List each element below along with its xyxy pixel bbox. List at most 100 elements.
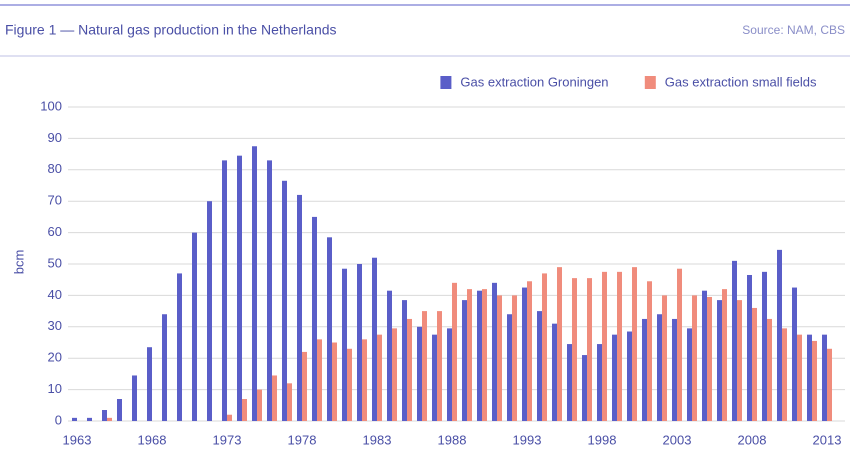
x-tick-label: 1998 <box>588 432 617 447</box>
y-tick-label: 10 <box>48 381 62 396</box>
bar <box>177 273 182 421</box>
y-tick-label: 90 <box>48 130 62 145</box>
bar <box>272 375 277 421</box>
bar <box>617 271 622 421</box>
x-tick-label: 1988 <box>438 432 467 447</box>
bar <box>227 414 232 421</box>
bar <box>477 290 482 421</box>
bar <box>507 314 512 421</box>
bar <box>812 340 817 421</box>
bar <box>132 375 137 421</box>
bar <box>552 323 557 421</box>
bar <box>257 389 262 421</box>
bar <box>347 348 352 421</box>
y-tick-label: 50 <box>48 255 62 270</box>
bar <box>572 278 577 421</box>
bar <box>747 274 752 421</box>
bar <box>267 160 272 421</box>
chart-title: Figure 1 — Natural gas production in the… <box>5 22 337 38</box>
x-tick-label: 1993 <box>513 432 542 447</box>
bar <box>722 289 727 421</box>
bar <box>377 334 382 421</box>
bar <box>147 347 152 421</box>
bar <box>762 271 767 421</box>
bar <box>807 334 812 421</box>
bar <box>677 268 682 421</box>
x-tick-label: 2013 <box>813 432 842 447</box>
bar <box>317 339 322 421</box>
y-axis-label: bcm <box>11 250 26 275</box>
bar <box>782 328 787 421</box>
bar <box>542 273 547 421</box>
bar <box>822 334 827 421</box>
bar <box>732 260 737 421</box>
bar <box>587 278 592 421</box>
bar <box>117 399 122 421</box>
bar <box>582 355 587 421</box>
bar <box>752 307 757 421</box>
bar <box>402 300 407 421</box>
bar <box>657 314 662 421</box>
bar <box>192 232 197 421</box>
bar <box>462 300 467 421</box>
bar <box>327 237 332 421</box>
x-tick-label: 1973 <box>213 432 242 447</box>
y-tick-label: 100 <box>40 98 62 113</box>
bar <box>557 267 562 421</box>
bar <box>357 264 362 421</box>
bar <box>72 417 77 421</box>
y-tick-label: 40 <box>48 287 62 302</box>
bar <box>537 311 542 421</box>
bar <box>692 295 697 421</box>
bar <box>162 314 167 421</box>
bar <box>107 417 112 421</box>
bar <box>827 348 832 421</box>
bar <box>432 334 437 421</box>
bar <box>792 287 797 421</box>
bar <box>237 155 242 422</box>
x-tick-label: 2003 <box>663 432 692 447</box>
bar <box>482 289 487 421</box>
bar <box>797 334 802 421</box>
bar <box>102 410 107 421</box>
bar <box>612 334 617 421</box>
source: Source: NAM, CBS <box>742 23 845 37</box>
bar <box>672 318 677 421</box>
bar <box>717 300 722 421</box>
bar <box>632 267 637 421</box>
bar <box>297 194 302 421</box>
bar <box>707 296 712 421</box>
y-tick-label: 30 <box>48 318 62 333</box>
bar <box>422 311 427 421</box>
y-tick-label: 60 <box>48 224 62 239</box>
y-tick-label: 70 <box>48 193 62 208</box>
bar <box>242 399 247 421</box>
bar <box>627 331 632 421</box>
x-tick-label: 1978 <box>288 432 317 447</box>
bar <box>452 282 457 421</box>
legend-swatch <box>440 76 452 89</box>
bar <box>362 339 367 421</box>
x-tick-label: 1983 <box>363 432 392 447</box>
bar <box>662 295 667 421</box>
bar <box>737 300 742 421</box>
bar <box>207 201 212 421</box>
bar <box>777 249 782 421</box>
bar <box>222 160 227 421</box>
bar <box>642 318 647 421</box>
bar <box>702 290 707 421</box>
bar <box>302 351 307 421</box>
bar <box>597 344 602 421</box>
y-tick-label: 80 <box>48 161 62 176</box>
bar <box>602 271 607 421</box>
bar <box>767 318 772 421</box>
bar <box>252 146 257 421</box>
legend-label: Gas extraction small fields <box>665 74 817 89</box>
y-tick-label: 0 <box>55 412 62 427</box>
bar <box>417 326 422 421</box>
legend-swatch <box>644 76 656 89</box>
bar <box>527 281 532 421</box>
y-tick-label: 20 <box>48 350 62 365</box>
